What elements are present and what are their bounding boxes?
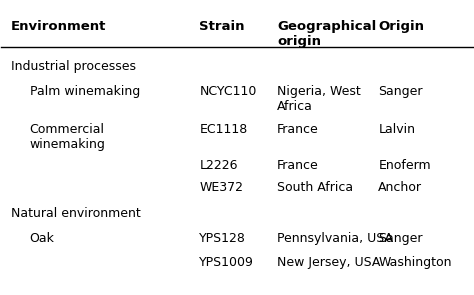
- Text: YPS1009: YPS1009: [199, 256, 254, 269]
- Text: Pennsylvania, USA: Pennsylvania, USA: [277, 232, 393, 245]
- Text: Strain: Strain: [199, 20, 245, 33]
- Text: Lalvin: Lalvin: [378, 123, 415, 136]
- Text: Sanger: Sanger: [378, 232, 423, 245]
- Text: France: France: [277, 123, 319, 136]
- Text: Origin: Origin: [378, 20, 424, 33]
- Text: Natural environment: Natural environment: [11, 207, 141, 220]
- Text: Palm winemaking: Palm winemaking: [30, 85, 140, 98]
- Text: YPS128: YPS128: [199, 232, 246, 245]
- Text: WE372: WE372: [199, 181, 243, 194]
- Text: EC1118: EC1118: [199, 123, 247, 136]
- Text: Industrial processes: Industrial processes: [11, 60, 136, 73]
- Text: France: France: [277, 159, 319, 172]
- Text: Geographical
origin: Geographical origin: [277, 20, 376, 48]
- Text: Anchor: Anchor: [378, 181, 422, 194]
- Text: South Africa: South Africa: [277, 181, 353, 194]
- Text: L2226: L2226: [199, 159, 238, 172]
- Text: NCYC110: NCYC110: [199, 85, 256, 98]
- Text: Enoferm: Enoferm: [378, 159, 431, 172]
- Text: Washington: Washington: [378, 256, 452, 269]
- Text: Commercial
winemaking: Commercial winemaking: [30, 123, 106, 151]
- Text: Sanger: Sanger: [378, 85, 423, 98]
- Text: Nigeria, West
Africa: Nigeria, West Africa: [277, 85, 361, 113]
- Text: New Jersey, USA: New Jersey, USA: [277, 256, 381, 269]
- Text: Oak: Oak: [30, 232, 55, 245]
- Text: Environment: Environment: [11, 20, 106, 33]
